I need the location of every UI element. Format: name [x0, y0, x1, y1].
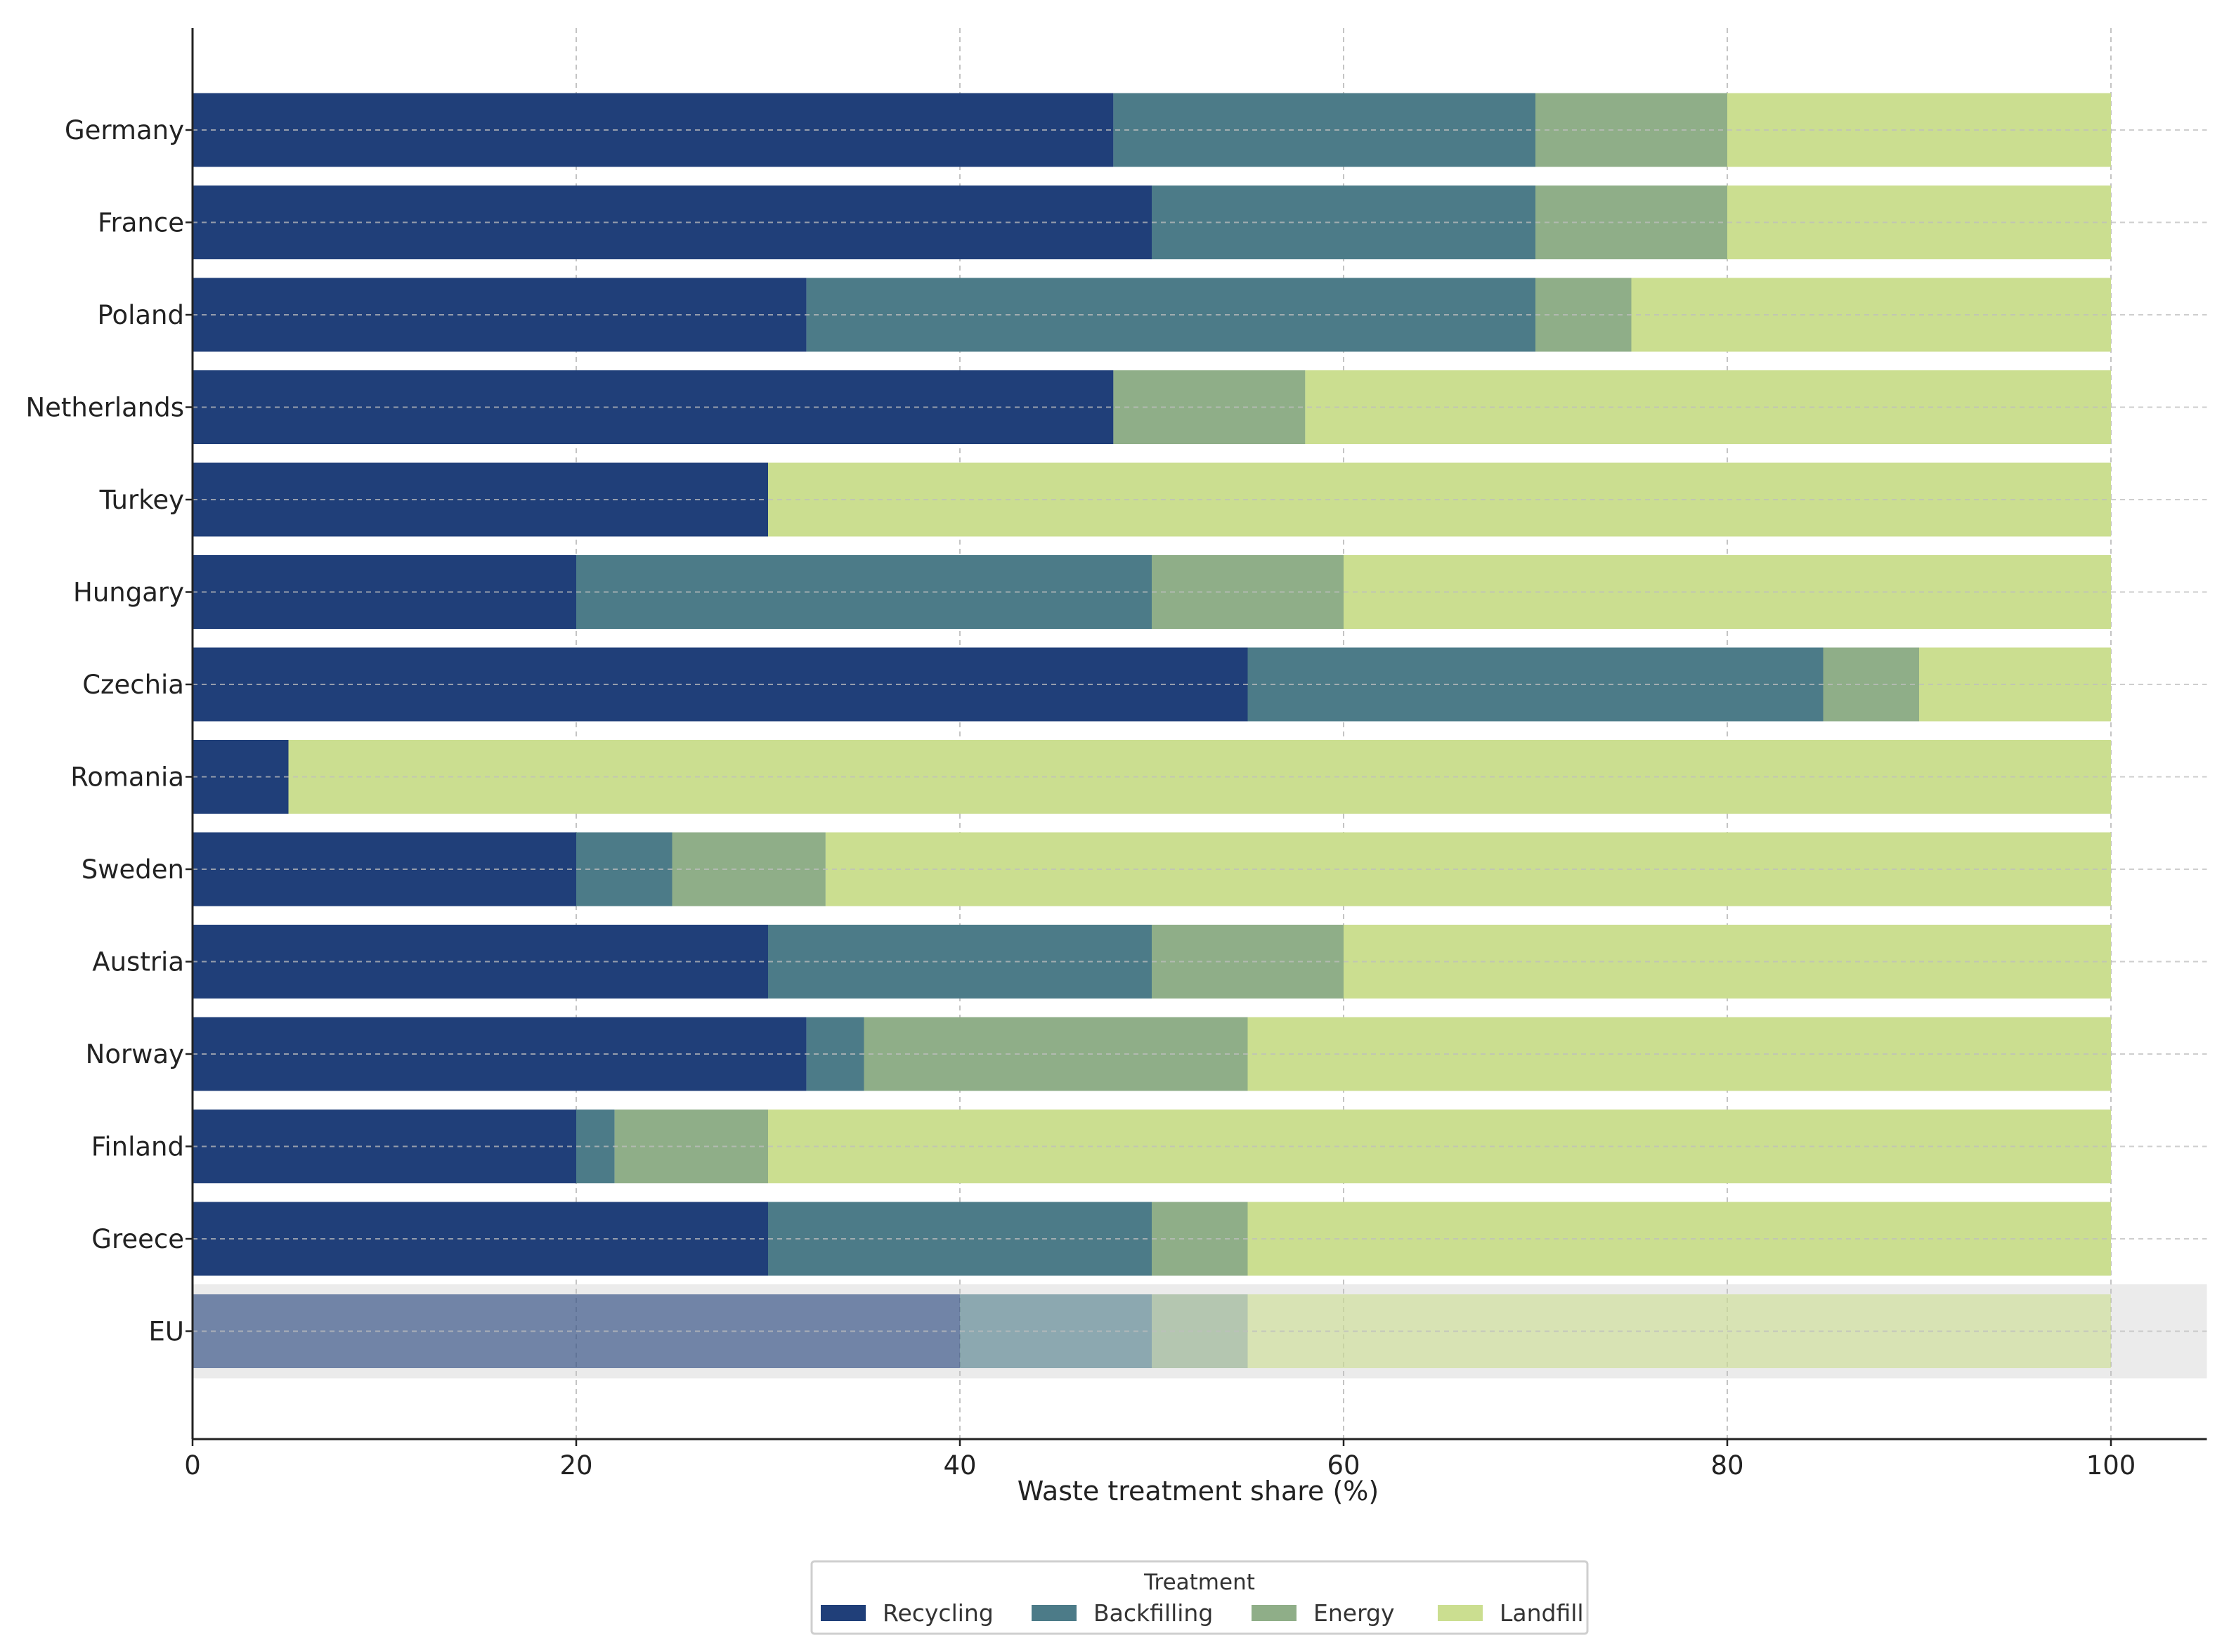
- y-tick-label-finland: Finland: [91, 1132, 184, 1162]
- y-tick-label-netherlands: Netherlands: [25, 393, 184, 423]
- y-tick-label-turkey: Turkey: [99, 485, 184, 515]
- legend-label-recycling: Recycling: [883, 1599, 994, 1627]
- bar-norway-landfill: [1247, 1017, 2111, 1091]
- y-tick-label-romania: Romania: [70, 762, 184, 793]
- y-tick-label-hungary: Hungary: [73, 578, 184, 608]
- legend-label-energy: Energy: [1313, 1599, 1395, 1627]
- bar-sweden-landfill: [825, 832, 2111, 906]
- hgrid-layer: [193, 129, 2207, 1332]
- x-tick-label-0: 0: [184, 1450, 201, 1481]
- x-tick-label-100: 100: [2086, 1450, 2136, 1481]
- y-tick-label-sweden: Sweden: [82, 854, 184, 885]
- legend-entries: Recycling Backfilling Energy Landfill: [821, 1599, 1584, 1627]
- labels-layer: Germany France Poland Netherlands Turkey Hung…: [25, 115, 2136, 1481]
- y-tick-label-norway: Norway: [86, 1039, 184, 1069]
- grid-layer: [576, 28, 2112, 1439]
- x-tick-label-60: 60: [1327, 1450, 1360, 1481]
- axes-layer: [186, 28, 2207, 1446]
- bar-greece-landfill: [1247, 1202, 2111, 1276]
- legend-swatch-landfill: [1438, 1605, 1483, 1621]
- y-tick-label-poland: Poland: [97, 300, 184, 330]
- legend-swatch-recycling: [821, 1605, 866, 1621]
- y-tick-label-france: France: [98, 208, 184, 238]
- x-axis-title: Waste treatment share (%): [1018, 1476, 1379, 1507]
- legend: Treatment Recycling Backfilling Energy Land…: [810, 1560, 1589, 1635]
- y-tick-label-austria: Austria: [92, 947, 184, 977]
- legend-swatch-energy: [1252, 1605, 1297, 1621]
- legend-frame: [810, 1560, 1589, 1635]
- x-tick-label-80: 80: [1710, 1450, 1743, 1481]
- y-tick-label-germany: Germany: [65, 115, 184, 145]
- y-tick-label-greece: Greece: [91, 1224, 184, 1254]
- bars-layer: [193, 93, 2111, 1368]
- legend-title: Treatment: [1143, 1570, 1255, 1595]
- y-tick-label-eu: EU: [149, 1317, 184, 1347]
- bar-eu-landfill: [1247, 1294, 2111, 1368]
- legend-label-landfill: Landfill: [1500, 1599, 1584, 1627]
- x-tick-label-20: 20: [559, 1450, 592, 1481]
- legend-swatch-backfilling: [1032, 1605, 1077, 1621]
- x-tick-label-40: 40: [943, 1450, 976, 1481]
- y-tick-label-czechia: Czechia: [82, 670, 184, 700]
- legend-label-backfilling: Backfilling: [1093, 1599, 1213, 1627]
